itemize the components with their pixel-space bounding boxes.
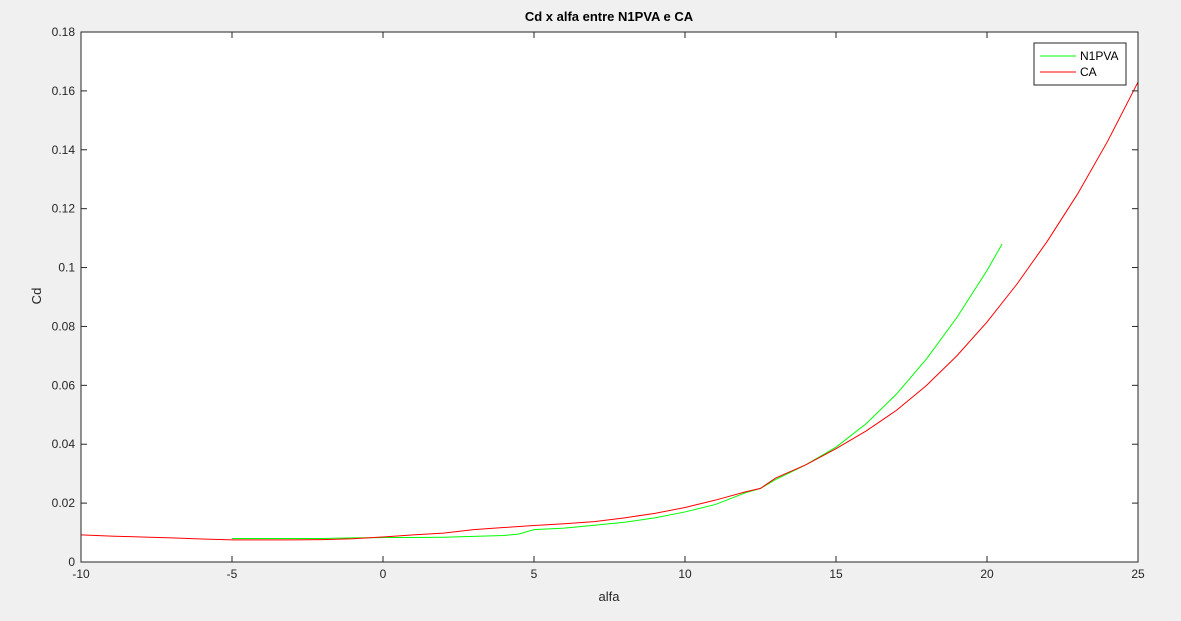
x-tick-label: 10 xyxy=(678,567,692,581)
y-tick-label: 0.16 xyxy=(52,84,76,98)
legend-box xyxy=(1033,42,1127,86)
plot-area xyxy=(81,32,1138,562)
y-tick-label: 0.14 xyxy=(52,143,76,157)
chart-title: Cd x alfa entre N1PVA e CA xyxy=(525,9,694,24)
y-tick-label: 0.04 xyxy=(52,437,76,451)
legend[interactable]: N1PVA CA xyxy=(1033,42,1127,86)
y-tick-label: 0.06 xyxy=(52,378,76,392)
y-tick-label: 0.1 xyxy=(58,261,75,275)
x-tick-label: 25 xyxy=(1131,567,1145,581)
x-tick-label: -10 xyxy=(72,567,90,581)
y-tick-label: 0.18 xyxy=(52,25,76,39)
x-tick-label: 15 xyxy=(829,567,843,581)
series-layer xyxy=(80,81,1139,541)
x-tick-label: 5 xyxy=(531,567,538,581)
series-line-ca xyxy=(80,81,1139,541)
ticks-layer: -10 -5 0 5 10 15 20 25 0 0.02 0.04 0.06 0.08 0.1 0.12 0… xyxy=(52,25,1145,581)
y-tick-label: 0.12 xyxy=(52,202,76,216)
x-axis-label: alfa xyxy=(599,589,621,604)
y-tick-label: 0.08 xyxy=(52,319,76,333)
y-axis-label: Cd xyxy=(29,288,44,305)
legend-label-ca: CA xyxy=(1080,65,1097,79)
legend-label-n1pva: N1PVA xyxy=(1080,49,1118,63)
y-tick-label: 0 xyxy=(68,555,75,569)
plot-frame xyxy=(80,31,1139,563)
x-tick-label: -5 xyxy=(227,567,238,581)
x-tick-label: 20 xyxy=(980,567,994,581)
y-tick-label: 0.02 xyxy=(52,496,76,510)
x-tick-label: 0 xyxy=(380,567,387,581)
